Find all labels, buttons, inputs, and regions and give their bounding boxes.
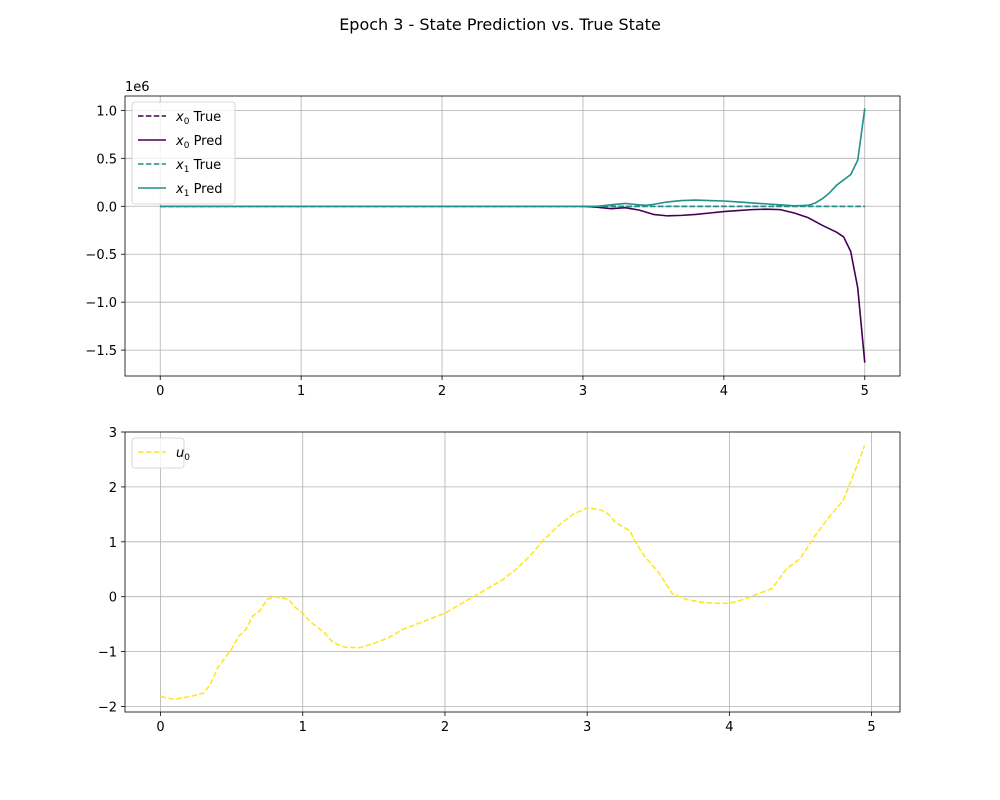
x-tick-label: 2 — [438, 384, 446, 399]
legend-entry: x1 Pred — [175, 182, 223, 199]
legend-frame — [131, 101, 236, 205]
legend: u0 — [131, 437, 190, 469]
figure-title: Epoch 3 - State Prediction vs. True Stat… — [339, 15, 661, 34]
y-tick-label: −2 — [98, 701, 117, 716]
series-line-x1-pred — [160, 108, 866, 208]
x-tick-label: 0 — [156, 720, 164, 735]
legend-entry: x0 Pred — [175, 134, 223, 151]
legend-entry-var: x — [175, 158, 184, 173]
axes-frame — [124, 95, 901, 377]
y-tick-label: 3 — [109, 426, 117, 441]
legend-entry-subscript: 0 — [184, 453, 190, 463]
legend-entry-suffix: True — [189, 158, 221, 173]
y-tick-label: 0 — [109, 591, 117, 606]
x-tick-label: 5 — [867, 720, 875, 735]
y-offset-label: 1e6 — [125, 80, 150, 95]
legend-entry: x1 True — [175, 158, 221, 175]
x-tick-label: 3 — [583, 720, 591, 735]
axes-frame — [124, 431, 901, 713]
x-tick-label: 3 — [579, 384, 587, 399]
y-tick-label: 2 — [109, 481, 117, 496]
legend-entry-suffix: Pred — [189, 182, 222, 197]
y-tick-label: −1.5 — [85, 344, 117, 359]
legend-entry-subscript: 1 — [184, 189, 190, 199]
y-tick-label: 1 — [109, 536, 117, 551]
x-tick-label: 4 — [720, 384, 728, 399]
legend-entry-var: x — [175, 182, 184, 197]
legend-entry-suffix: Pred — [189, 134, 222, 149]
legend-entry-subscript: 0 — [184, 117, 190, 127]
series-line-u0 — [160, 445, 866, 701]
legend-frame — [131, 437, 185, 469]
y-tick-label: −0.5 — [85, 248, 117, 263]
y-tick-label: −1.0 — [85, 296, 117, 311]
y-tick-label: −1 — [98, 646, 117, 661]
y-tick-label: 0.0 — [96, 200, 117, 215]
x-tick-label: 0 — [156, 384, 164, 399]
legend-entry-suffix: True — [189, 110, 221, 125]
x-tick-label: 1 — [297, 384, 305, 399]
legend-entry-var: u — [176, 446, 184, 461]
x-tick-label: 5 — [861, 384, 869, 399]
x-tick-label: 2 — [441, 720, 449, 735]
legend-entry-var: x — [175, 110, 184, 125]
x-tick-label: 4 — [725, 720, 733, 735]
x-tick-label: 1 — [299, 720, 307, 735]
legend-entry-subscript: 0 — [184, 141, 190, 151]
y-tick-label: 1.0 — [96, 104, 117, 119]
legend-entry: u0 — [176, 446, 190, 463]
legend-entry: x0 True — [175, 110, 221, 127]
y-tick-label: 0.5 — [96, 152, 117, 167]
legend-entry-var: x — [175, 134, 184, 149]
legend-entry-subscript: 1 — [184, 165, 190, 175]
